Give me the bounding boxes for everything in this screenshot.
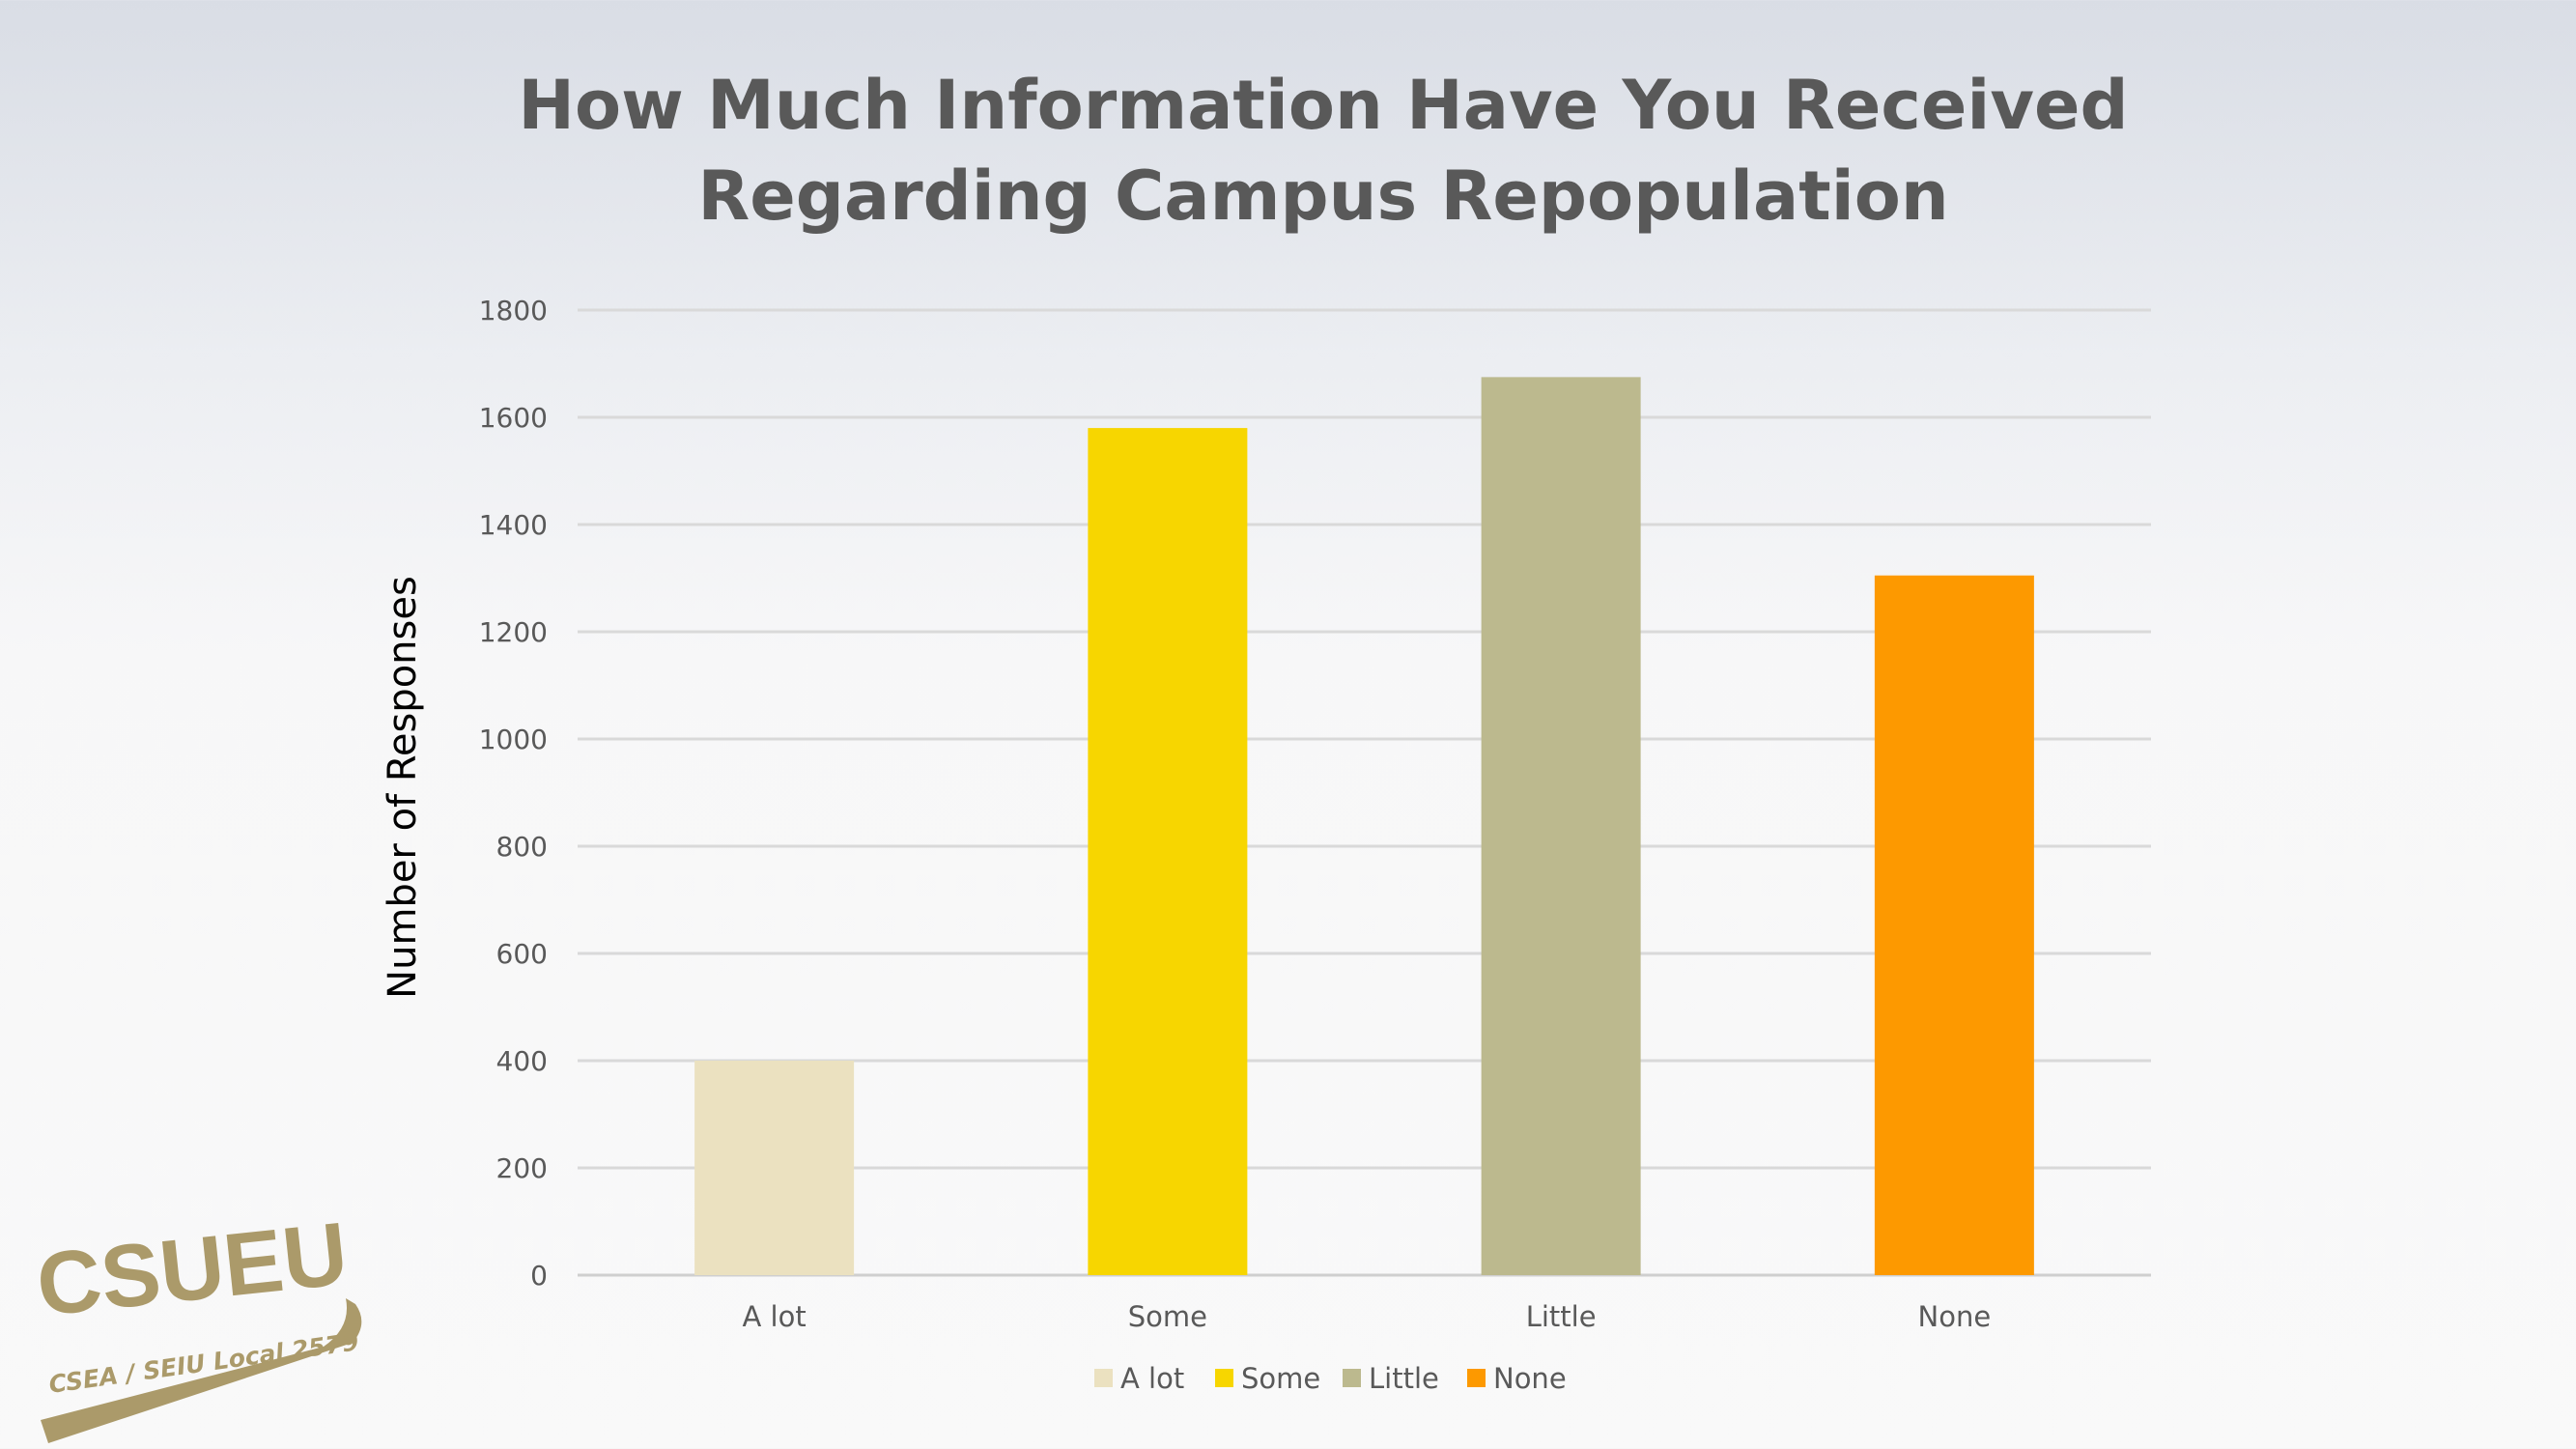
chart-title-line-1: How Much Information Have You Received xyxy=(518,66,2129,145)
y-tick-label: 0 xyxy=(530,1260,548,1292)
logo-swoosh xyxy=(41,1298,362,1443)
legend-swatch xyxy=(1467,1369,1486,1387)
legend-label: Some xyxy=(1241,1362,1320,1395)
chart-title: How Much Information Have You Received R… xyxy=(0,60,2576,242)
y-tick-label: 1800 xyxy=(479,295,548,327)
legend-label: Little xyxy=(1369,1362,1439,1395)
x-tick-label: Little xyxy=(1526,1300,1597,1333)
y-tick-label: 800 xyxy=(496,831,548,863)
legend-swatch xyxy=(1215,1369,1233,1387)
y-tick-label: 600 xyxy=(496,938,548,970)
csueu-logo: CSUEU CSEA / SEIU Local 2579 xyxy=(32,1219,362,1443)
legend-label: None xyxy=(1493,1362,1567,1395)
bar-a-lot xyxy=(694,1061,855,1275)
bar-some xyxy=(1088,428,1248,1276)
x-tick-label: None xyxy=(1918,1300,1992,1333)
x-tick-label: Some xyxy=(1128,1300,1207,1333)
y-tick-label: 400 xyxy=(496,1045,548,1077)
legend-swatch xyxy=(1343,1369,1361,1387)
y-tick-label: 1600 xyxy=(479,402,548,434)
x-tick-label: A lot xyxy=(743,1300,807,1333)
y-tick-label: 1200 xyxy=(479,616,548,648)
y-tick-label: 200 xyxy=(496,1152,548,1184)
logo-text: CSUEU xyxy=(32,1219,352,1335)
legend-swatch xyxy=(1094,1369,1113,1387)
y-tick-label: 1000 xyxy=(479,724,548,755)
y-tick-label: 1400 xyxy=(479,509,548,541)
y-axis-label: Number of Responses xyxy=(381,576,425,999)
bar-none xyxy=(1874,575,2034,1275)
bar-little xyxy=(1481,377,1641,1275)
chart-title-line-2: Regarding Campus Repopulation xyxy=(697,156,1949,236)
legend-label: A lot xyxy=(1120,1362,1184,1395)
